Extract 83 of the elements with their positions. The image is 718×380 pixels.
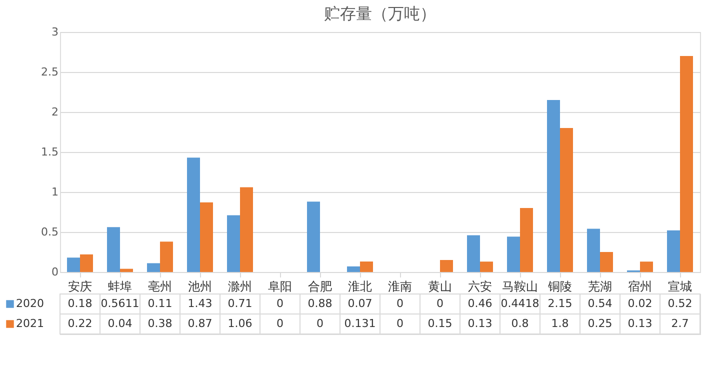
data-label: 0.46 xyxy=(468,297,492,310)
data-label: 1.06 xyxy=(228,317,252,330)
x-tick-label: 铜陵 xyxy=(547,280,572,294)
data-label: 0.88 xyxy=(308,297,332,310)
data-label: 0.13 xyxy=(468,317,492,330)
bar xyxy=(307,202,320,272)
bar xyxy=(587,228,600,272)
bar xyxy=(160,242,173,272)
data-label: 0.13 xyxy=(628,317,652,330)
bar xyxy=(547,100,560,272)
bar xyxy=(600,252,613,272)
x-tick-label: 淮南 xyxy=(388,280,412,294)
bar xyxy=(347,266,360,272)
bar xyxy=(120,268,133,272)
data-label: 2.7 xyxy=(671,317,689,330)
x-tick-label: 马鞍山 xyxy=(502,280,538,294)
bar xyxy=(520,208,533,272)
data-label: 0.54 xyxy=(588,297,612,310)
data-label: 0.71 xyxy=(228,297,252,310)
bar xyxy=(80,254,93,272)
data-label: 1.43 xyxy=(188,297,212,310)
bar xyxy=(640,262,653,272)
data-label: 0.25 xyxy=(588,317,612,330)
data-label: 0 xyxy=(276,297,284,310)
bar xyxy=(187,158,200,272)
bar xyxy=(200,202,213,272)
y-tick-label: 3 xyxy=(52,26,58,38)
data-label: 0.87 xyxy=(188,317,212,330)
data-label: 1.8 xyxy=(551,317,569,330)
data-label: 0.5611 xyxy=(100,297,140,310)
legend-label: 2020 xyxy=(16,297,44,310)
x-tick-label: 淮北 xyxy=(348,280,372,294)
bar xyxy=(467,235,480,272)
x-tick-label: 阜阳 xyxy=(268,280,292,294)
x-tick-label: 宣城 xyxy=(668,280,692,294)
data-label: 0.15 xyxy=(428,317,452,330)
y-tick-label: 0 xyxy=(52,266,58,278)
y-tick-label: 1.5 xyxy=(41,146,58,158)
data-label: 2.15 xyxy=(548,297,572,310)
bar xyxy=(147,263,160,272)
data-label: 0.07 xyxy=(348,297,372,310)
chart-title: 贮存量（万吨） xyxy=(324,4,436,23)
data-label: 0.22 xyxy=(68,317,92,330)
legend-label: 2021 xyxy=(16,317,44,330)
x-tick-label: 芜湖 xyxy=(588,280,612,294)
bar xyxy=(360,262,373,272)
bar xyxy=(667,230,680,272)
data-label: 0 xyxy=(276,317,284,330)
data-label: 0.52 xyxy=(668,297,692,310)
data-label: 0.11 xyxy=(148,297,172,310)
bar xyxy=(507,236,520,272)
x-tick-label: 黄山 xyxy=(428,280,452,294)
bar xyxy=(680,56,693,272)
x-tick-label: 合肥 xyxy=(308,280,332,294)
x-tick-label: 安庆 xyxy=(68,280,92,294)
x-tick-label: 池州 xyxy=(188,280,212,294)
x-tick-label: 蚌埠 xyxy=(108,280,132,294)
bar xyxy=(227,215,240,272)
bar xyxy=(107,227,120,272)
data-label: 0.131 xyxy=(344,317,376,330)
data-label: 0 xyxy=(316,317,324,330)
y-tick-label: 1 xyxy=(52,186,58,198)
data-label: 0.04 xyxy=(108,317,132,330)
data-label: 0.18 xyxy=(68,297,92,310)
x-tick-label: 滁州 xyxy=(228,280,252,294)
data-label: 0 xyxy=(396,297,404,310)
bar xyxy=(560,128,573,272)
y-tick-label: 0.5 xyxy=(41,226,58,238)
data-label: 0.8 xyxy=(511,317,529,330)
data-label: 0 xyxy=(436,297,444,310)
data-label: 0.38 xyxy=(148,317,172,330)
bar xyxy=(440,260,453,272)
data-label: 0.02 xyxy=(628,297,652,310)
y-tick-label: 2 xyxy=(52,106,58,118)
x-tick-label: 亳州 xyxy=(148,280,172,294)
y-tick-label: 2.5 xyxy=(41,66,58,78)
x-tick-label: 宿州 xyxy=(628,280,652,294)
data-label: 0.4418 xyxy=(500,297,540,310)
x-tick-label: 六安 xyxy=(468,280,492,294)
bar xyxy=(67,258,80,272)
bar xyxy=(240,187,253,272)
data-label: 0 xyxy=(396,317,404,330)
bar xyxy=(480,262,493,272)
